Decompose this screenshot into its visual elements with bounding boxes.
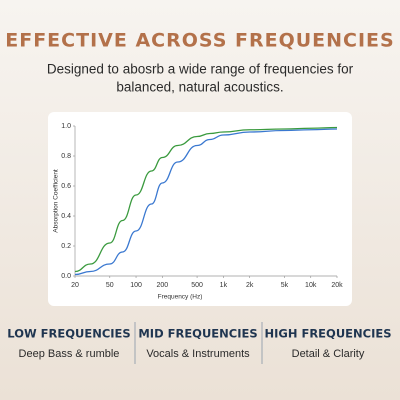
x-tick-label: 1k [220,282,228,289]
x-tick-label: 2k [246,282,254,289]
x-tick-label: 10k [305,282,317,289]
x-tick-label: 20k [331,282,343,289]
x-tick-label: 100 [130,282,142,289]
subtitle: balanced, natural acoustics. [116,80,283,95]
feature-text: Detail & Clarity [292,348,365,360]
y-axis-label: Absorption Coefficient [53,169,60,233]
x-tick-label: 50 [106,282,114,289]
feature-title: HIGH FREQUENCIES [265,327,392,341]
y-tick-label: 0.2 [61,243,71,250]
x-axis-label: Frequency (Hz) [158,294,203,301]
y-tick-label: 1.0 [61,123,71,130]
subtitle: Designed to abosrb a wide range of frequ… [47,62,354,77]
x-tick-label: 200 [156,282,168,289]
feature-text: Deep Bass & rumble [19,348,120,360]
y-tick-label: 0.0 [61,273,71,280]
y-tick-label: 0.6 [61,183,71,190]
x-tick-label: 5k [281,282,289,289]
title: EFFECTIVE ACROSS FREQUENCIES [5,30,394,52]
series-line [74,128,338,276]
chart-card [48,112,352,306]
series-line [74,126,338,273]
y-tick-label: 0.8 [61,153,71,160]
feature-title: MID FREQUENCIES [138,327,257,341]
y-tick-label: 0.4 [61,213,71,220]
feature-title: LOW FREQUENCIES [7,327,130,341]
x-tick-label: 20 [71,282,79,289]
x-tick-label: 500 [191,282,203,289]
feature-text: Vocals & Instruments [146,348,250,360]
